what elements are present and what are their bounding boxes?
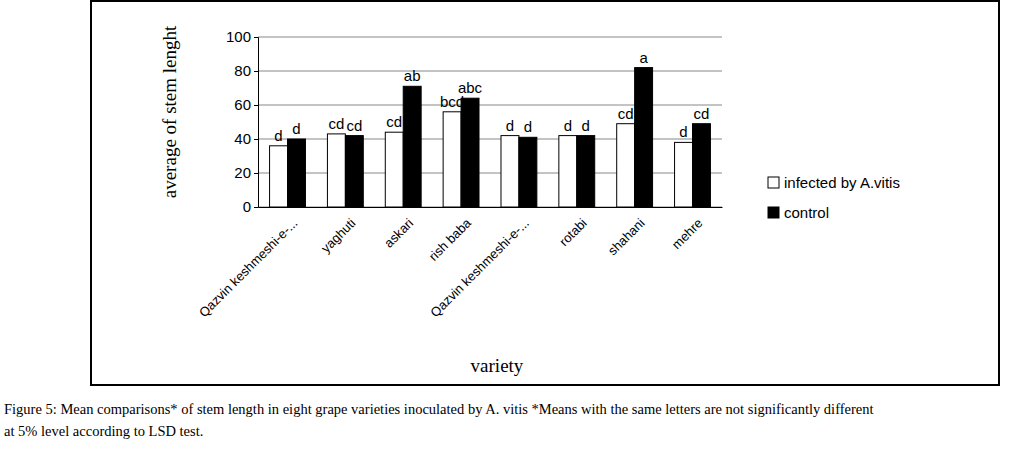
bar: [519, 137, 537, 207]
y-tick: 0: [243, 198, 258, 215]
x-tick-label: rotabi: [556, 215, 590, 249]
y-axis: 0 20 40 60 80 100: [226, 28, 259, 215]
bar: [345, 136, 363, 207]
x-tick: mehre: [669, 207, 706, 252]
significance-letter: d: [679, 123, 687, 140]
bar: [270, 146, 288, 207]
bar: [288, 139, 306, 207]
bar: [617, 124, 635, 207]
x-tick-label: shahani: [605, 215, 648, 258]
x-tick-label: rish baba: [426, 215, 475, 264]
x-tick-label: Qazvin keshmeshi-e-...: [196, 215, 301, 320]
y-tick: 40: [234, 130, 258, 147]
significance-letter: cd: [618, 105, 634, 122]
y-tick-label: 0: [243, 198, 251, 215]
significance-letter: d: [524, 118, 532, 135]
y-tick-label: 60: [234, 96, 251, 113]
bar: [635, 68, 653, 207]
grid-line: [258, 37, 722, 38]
x-tick: rotabi: [556, 207, 590, 249]
y-tick: 20: [234, 164, 258, 181]
y-tick-mark: [254, 173, 258, 174]
caption-line: at 5% level according to LSD test.: [4, 423, 203, 439]
x-axis-title: variety: [471, 355, 524, 376]
y-axis-line: [254, 38, 259, 208]
y-tick-mark: [254, 71, 258, 72]
x-axis: Qazvin keshmeshi-e-... yaghuti askari rish …: [196, 207, 723, 320]
bars: [270, 68, 711, 207]
significance-letter: d: [506, 117, 514, 134]
legend: infected by A.vitis control: [768, 174, 900, 221]
significance-letter: abc: [458, 79, 483, 96]
significance-letter: cd: [328, 115, 344, 132]
y-tick-label: 40: [234, 130, 251, 147]
significance-letter: cd: [694, 105, 710, 122]
significance-letter: cd: [346, 117, 362, 134]
y-tick-mark: [254, 37, 258, 38]
x-tick: Qazvin keshmeshi-e-...: [196, 207, 301, 320]
y-tick-mark: [254, 207, 258, 208]
y-tick-label: 80: [234, 62, 251, 79]
bar: [403, 86, 421, 207]
figure-frame: [91, 1, 999, 385]
bar: [443, 112, 461, 207]
y-tick-label: 20: [234, 164, 251, 181]
caption: Figure 5: Mean comparisons* of stem leng…: [4, 401, 874, 439]
bar: [692, 124, 710, 207]
x-tick-label: Qazvin keshmeshi-e-...: [427, 215, 532, 320]
legend-label: infected by A.vitis: [784, 174, 900, 191]
legend-swatch: [768, 207, 779, 218]
figure: 0 20 40 60 80 100 Qazvin keshmeshi-e-... yaghut…: [0, 0, 1011, 458]
x-tick: shahani: [605, 207, 648, 258]
significance-letter: ab: [404, 67, 421, 84]
bar: [501, 136, 519, 207]
bar: [385, 132, 403, 207]
x-tick: askari: [381, 207, 416, 251]
bar: [327, 134, 345, 207]
x-tick: Qazvin keshmeshi-e-...: [427, 207, 532, 320]
x-tick: rish baba: [426, 207, 475, 264]
x-tick-label: yaghuti: [318, 215, 358, 255]
x-tick: yaghuti: [318, 207, 358, 256]
x-tick-label: askari: [381, 215, 416, 250]
legend-swatch: [768, 177, 779, 188]
x-tick-label: mehre: [669, 215, 706, 252]
x-axis-line: [259, 207, 723, 208]
legend-label: control: [784, 204, 829, 221]
significance-letter: a: [639, 49, 648, 66]
significance-letter: d: [274, 127, 282, 144]
bar: [461, 98, 479, 207]
y-tick-mark: [254, 139, 258, 140]
y-axis-title: average of stem lenght: [159, 25, 180, 198]
y-tick-label: 100: [226, 28, 251, 45]
bar: [675, 142, 693, 207]
bar: [577, 136, 595, 207]
caption-line: Figure 5: Mean comparisons* of stem leng…: [4, 401, 874, 417]
y-tick: 60: [234, 96, 258, 113]
y-tick: 100: [226, 28, 258, 45]
y-tick-mark: [254, 105, 258, 106]
significance-letter: d: [582, 117, 590, 134]
grid: [258, 37, 722, 207]
bar: [559, 136, 577, 207]
y-tick: 80: [234, 62, 258, 79]
significance-letter: cd: [386, 113, 402, 130]
significance-letter: d: [564, 117, 572, 134]
letters: dcdcdbcdddcdddcdababcddacd: [274, 49, 709, 144]
significance-letter: d: [292, 120, 300, 137]
